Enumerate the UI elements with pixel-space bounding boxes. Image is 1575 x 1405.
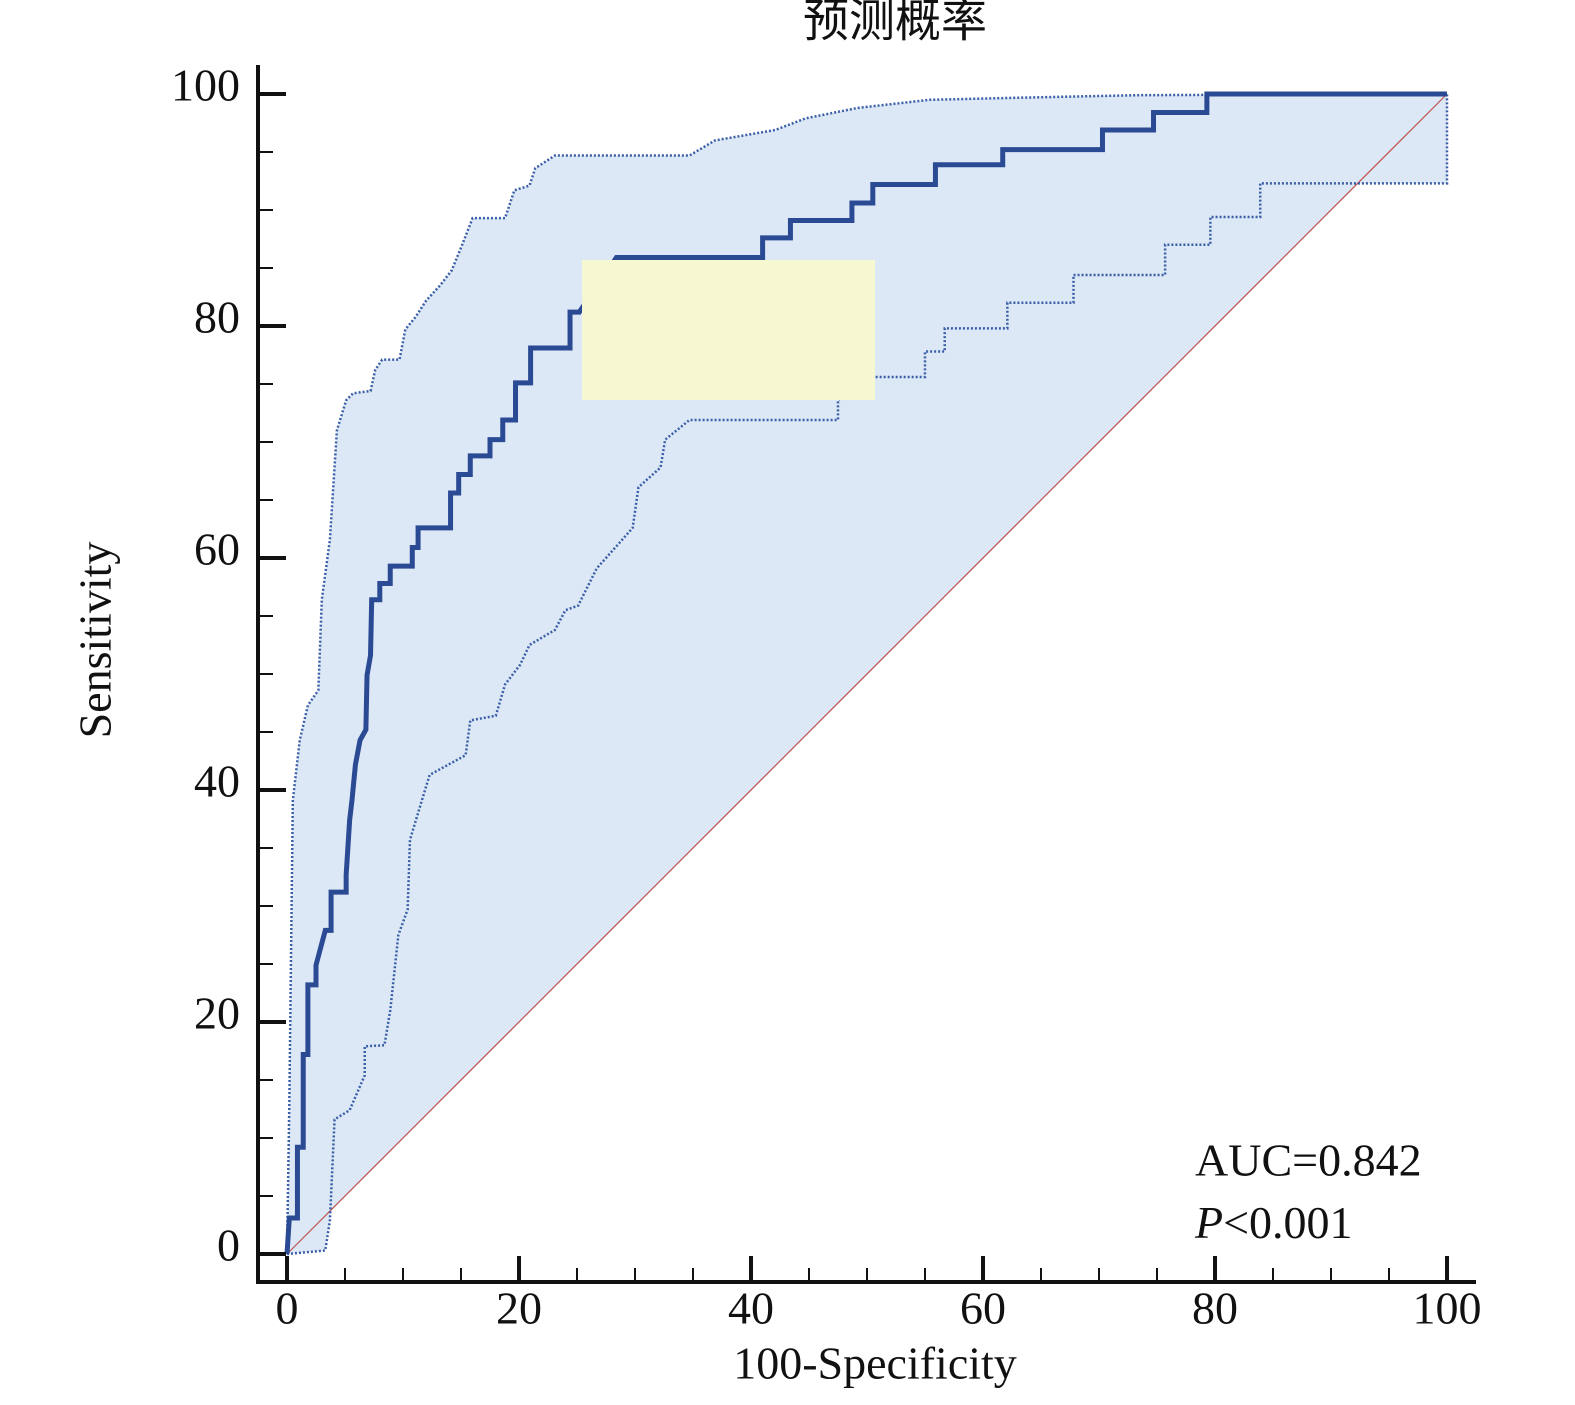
y-tick-label: 80: [194, 292, 240, 343]
x-axis-label: 100-Specificity: [733, 1338, 1017, 1389]
plot-area: [284, 91, 1449, 1256]
x-tick-label: 80: [1192, 1283, 1238, 1334]
y-tick-label: 40: [194, 756, 240, 807]
x-tick-label: 100: [1413, 1283, 1482, 1334]
x-tick-label: 60: [960, 1283, 1006, 1334]
y-tick-label: 20: [194, 988, 240, 1039]
series-line: [286, 94, 1449, 1256]
annotation-italic: P: [1194, 1197, 1223, 1248]
y-tick-label: 60: [194, 524, 240, 575]
x-tick-label: 40: [728, 1283, 774, 1334]
annotation: AUC=0.842: [1195, 1135, 1422, 1186]
annotation: P<0.001: [1194, 1197, 1353, 1248]
x-tick-label: 0: [276, 1283, 299, 1334]
series-line: [284, 91, 1447, 1255]
chart-title: 预测概率: [803, 0, 987, 47]
axes: 0 20 40 60 80 100 0 20 40 60 80 100: [171, 60, 1482, 1334]
y-tick-label: 0: [217, 1220, 240, 1271]
x-tick-label: 20: [496, 1283, 542, 1334]
series-line: [285, 92, 1448, 1255]
y-tick-label: 100: [171, 60, 240, 111]
overlay-box: [582, 260, 875, 400]
annotation-text: <0.001: [1223, 1197, 1352, 1248]
y-axis-label: Sensitivity: [70, 542, 121, 739]
series-line: [286, 93, 1448, 1255]
